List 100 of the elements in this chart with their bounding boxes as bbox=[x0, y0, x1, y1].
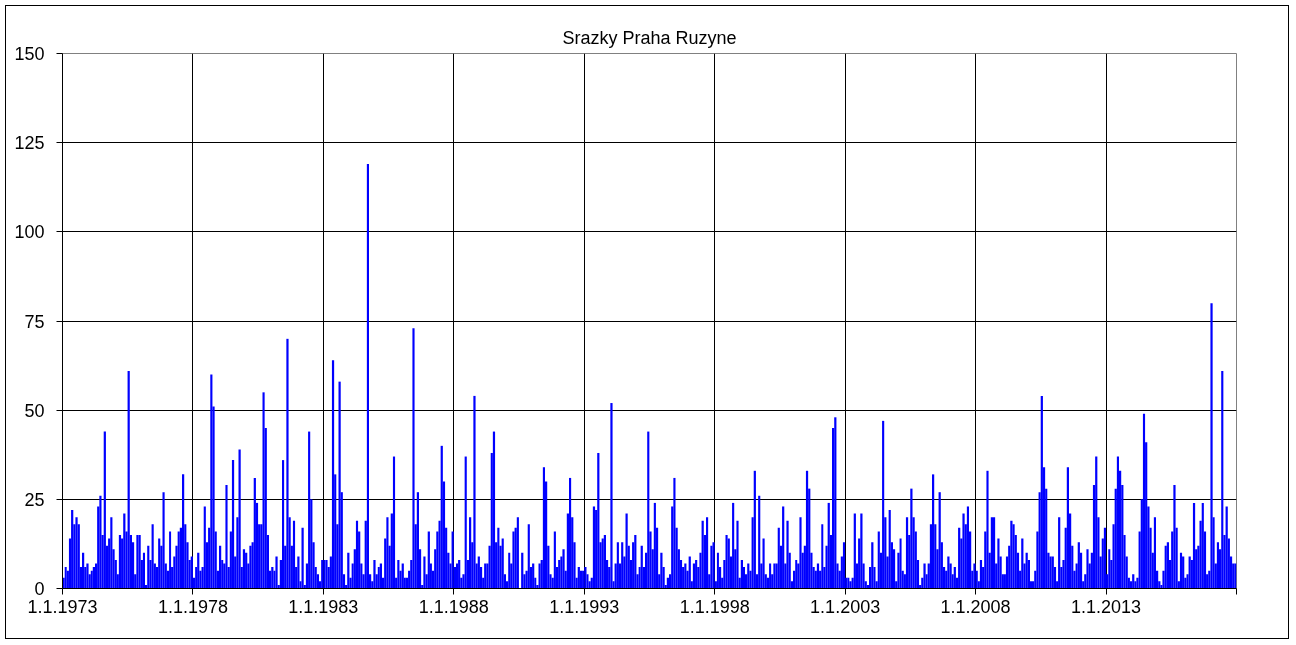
bar bbox=[1010, 520, 1013, 589]
y-tick-label: 100 bbox=[14, 222, 45, 243]
bar bbox=[373, 559, 376, 589]
bar bbox=[1095, 456, 1098, 589]
bar bbox=[716, 552, 719, 589]
x-tick-label: 1.1.2013 bbox=[1071, 596, 1142, 617]
bar bbox=[597, 452, 600, 589]
bar bbox=[688, 556, 691, 589]
bar bbox=[732, 502, 735, 589]
x-tick-label: 1.1.2003 bbox=[810, 596, 881, 617]
bar bbox=[782, 506, 785, 589]
bar bbox=[416, 492, 419, 589]
bar bbox=[1116, 456, 1119, 589]
bar bbox=[1201, 502, 1204, 589]
y-tick-label: 0 bbox=[34, 579, 45, 599]
bar bbox=[653, 502, 656, 589]
bar bbox=[275, 556, 278, 589]
bar bbox=[527, 524, 530, 589]
bar bbox=[958, 527, 961, 589]
bar bbox=[225, 485, 228, 589]
bar bbox=[986, 470, 989, 589]
bar bbox=[477, 556, 480, 589]
bar bbox=[736, 520, 739, 589]
bar bbox=[647, 431, 650, 589]
bar bbox=[795, 559, 798, 589]
bar bbox=[75, 517, 78, 589]
bar bbox=[860, 513, 863, 589]
bar bbox=[427, 531, 430, 589]
bar bbox=[542, 467, 545, 589]
bar bbox=[1066, 467, 1069, 589]
bar bbox=[616, 542, 619, 589]
x-tick-label: 1.1.1998 bbox=[679, 596, 750, 617]
bar bbox=[932, 474, 935, 589]
bar bbox=[512, 531, 515, 589]
bar bbox=[1086, 549, 1089, 589]
bar bbox=[86, 563, 89, 589]
bar bbox=[592, 506, 596, 589]
bar bbox=[464, 456, 467, 589]
x-tick-label: 1.1.2008 bbox=[940, 596, 1011, 617]
bar bbox=[451, 531, 454, 589]
bar bbox=[1221, 370, 1224, 589]
bar bbox=[747, 563, 750, 589]
bar bbox=[501, 538, 504, 589]
y-tick-label: 25 bbox=[24, 489, 45, 510]
bar bbox=[440, 445, 443, 589]
bar bbox=[553, 531, 556, 589]
bar bbox=[392, 456, 396, 589]
y-tick-label: 75 bbox=[24, 311, 45, 332]
bar bbox=[706, 517, 709, 589]
bar bbox=[292, 520, 296, 589]
bar bbox=[338, 381, 341, 589]
bar bbox=[786, 520, 789, 589]
bar bbox=[355, 520, 359, 589]
bar bbox=[99, 495, 102, 589]
bar bbox=[203, 506, 206, 589]
bar bbox=[877, 531, 880, 589]
bar bbox=[910, 488, 913, 589]
bar bbox=[966, 506, 969, 589]
bar bbox=[262, 392, 265, 589]
bar bbox=[127, 370, 130, 589]
x-tick-label: 1.1.1978 bbox=[157, 596, 228, 617]
bar bbox=[562, 549, 565, 589]
bar bbox=[182, 474, 185, 589]
bar bbox=[997, 538, 1000, 589]
bar bbox=[282, 460, 285, 589]
bar bbox=[882, 420, 885, 589]
bar bbox=[1173, 485, 1176, 589]
bar bbox=[888, 510, 891, 589]
bar bbox=[469, 517, 472, 589]
bar bbox=[610, 403, 613, 589]
bar bbox=[238, 449, 241, 589]
bar bbox=[905, 517, 909, 589]
bar bbox=[473, 395, 476, 589]
bar bbox=[1210, 303, 1213, 589]
bar bbox=[947, 556, 950, 589]
x-tick-label: 1.1.1983 bbox=[288, 596, 359, 617]
bar bbox=[423, 556, 426, 589]
bar bbox=[1182, 556, 1185, 589]
bar bbox=[297, 556, 300, 589]
bar bbox=[673, 477, 676, 589]
bar bbox=[1216, 542, 1219, 589]
bar bbox=[899, 538, 902, 589]
bar bbox=[660, 552, 663, 589]
bar bbox=[497, 527, 500, 589]
bar bbox=[923, 563, 926, 589]
y-tick-label: 50 bbox=[24, 400, 45, 421]
bar bbox=[758, 495, 761, 589]
y-tick-label: 125 bbox=[14, 133, 45, 154]
bar bbox=[777, 527, 780, 589]
bar bbox=[634, 535, 637, 589]
bar bbox=[308, 431, 311, 589]
bar bbox=[397, 559, 400, 589]
bar bbox=[142, 552, 145, 589]
bar bbox=[834, 417, 837, 589]
bar bbox=[158, 538, 161, 589]
bar bbox=[177, 531, 180, 589]
bar bbox=[762, 538, 765, 589]
bar bbox=[386, 517, 389, 589]
bar bbox=[151, 524, 154, 589]
bar bbox=[1103, 527, 1107, 589]
